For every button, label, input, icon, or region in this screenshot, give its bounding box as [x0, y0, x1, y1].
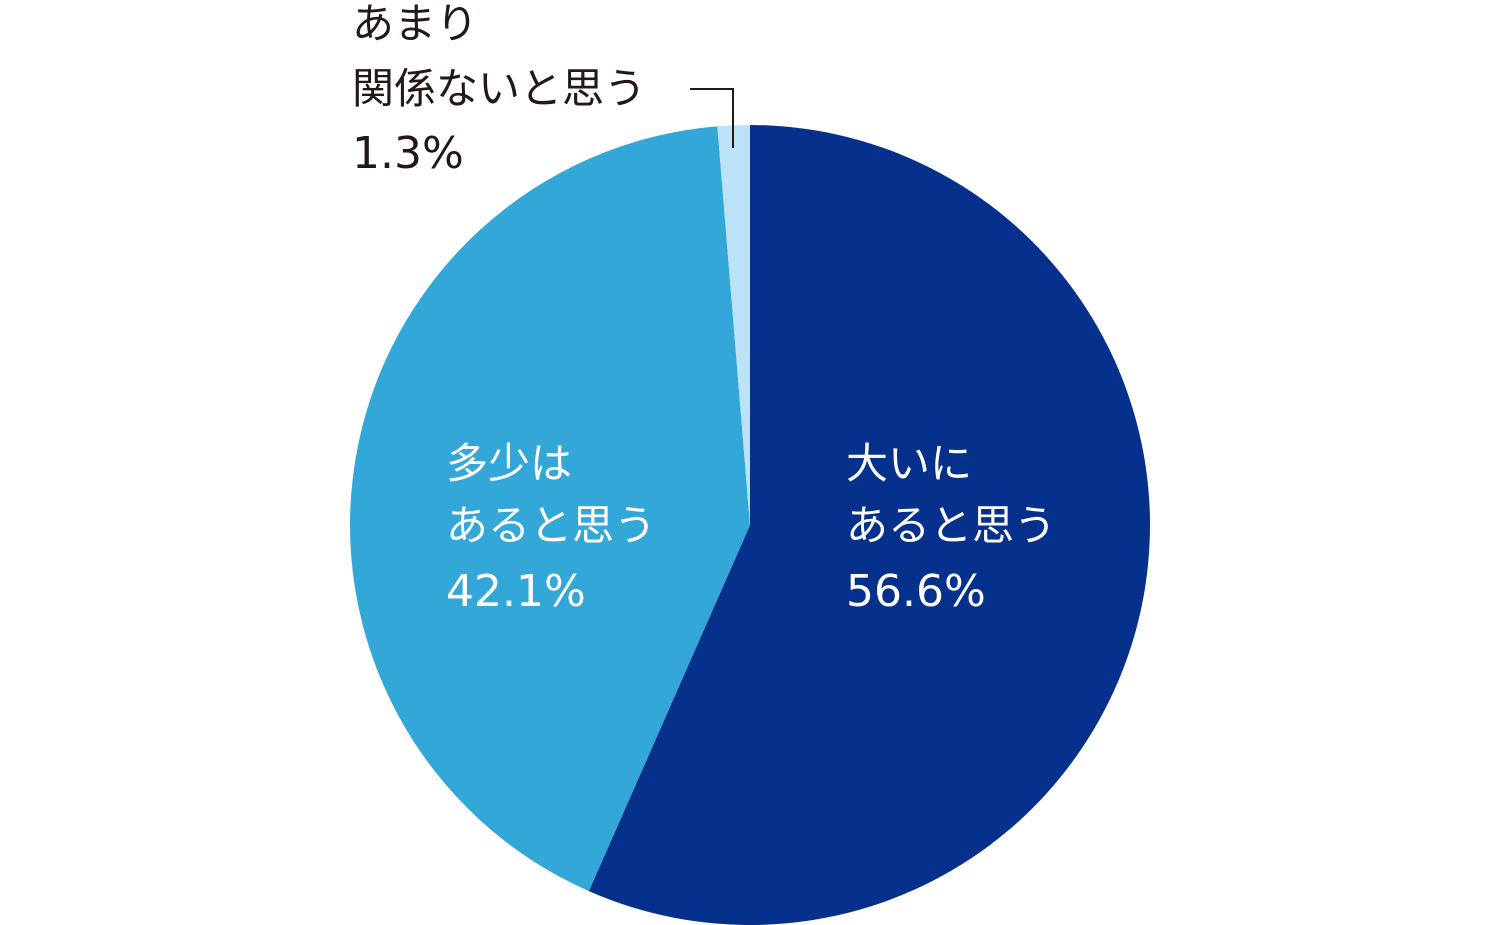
- slice-label-line: 大いに: [846, 439, 972, 488]
- slice-label-line: あると思う: [846, 501, 1056, 550]
- slice-label-group-1: 多少は あると思う 42.1%: [446, 439, 656, 617]
- slice-value-label: 1.3%: [352, 128, 464, 179]
- pie-slice-1: [349, 126, 750, 892]
- slice-label-line: あると思う: [446, 501, 656, 550]
- slice-label-line: あまり: [352, 0, 478, 48]
- slice-label-line: 多少は: [446, 439, 572, 488]
- pie-slice-2: [717, 125, 750, 525]
- slice-value-label: 56.6%: [846, 566, 986, 617]
- slice-value-label: 42.1%: [446, 566, 586, 617]
- leader-line: [690, 88, 734, 148]
- pie-slice-0: [588, 125, 1151, 925]
- slice-label-line: 関係ないと思う: [352, 64, 646, 113]
- slice-label-group-2: あまり 関係ないと思う 1.3%: [352, 0, 646, 179]
- pie-slices: [349, 125, 1151, 925]
- slice-label-group-0: 大いに あると思う 56.6%: [846, 439, 1056, 617]
